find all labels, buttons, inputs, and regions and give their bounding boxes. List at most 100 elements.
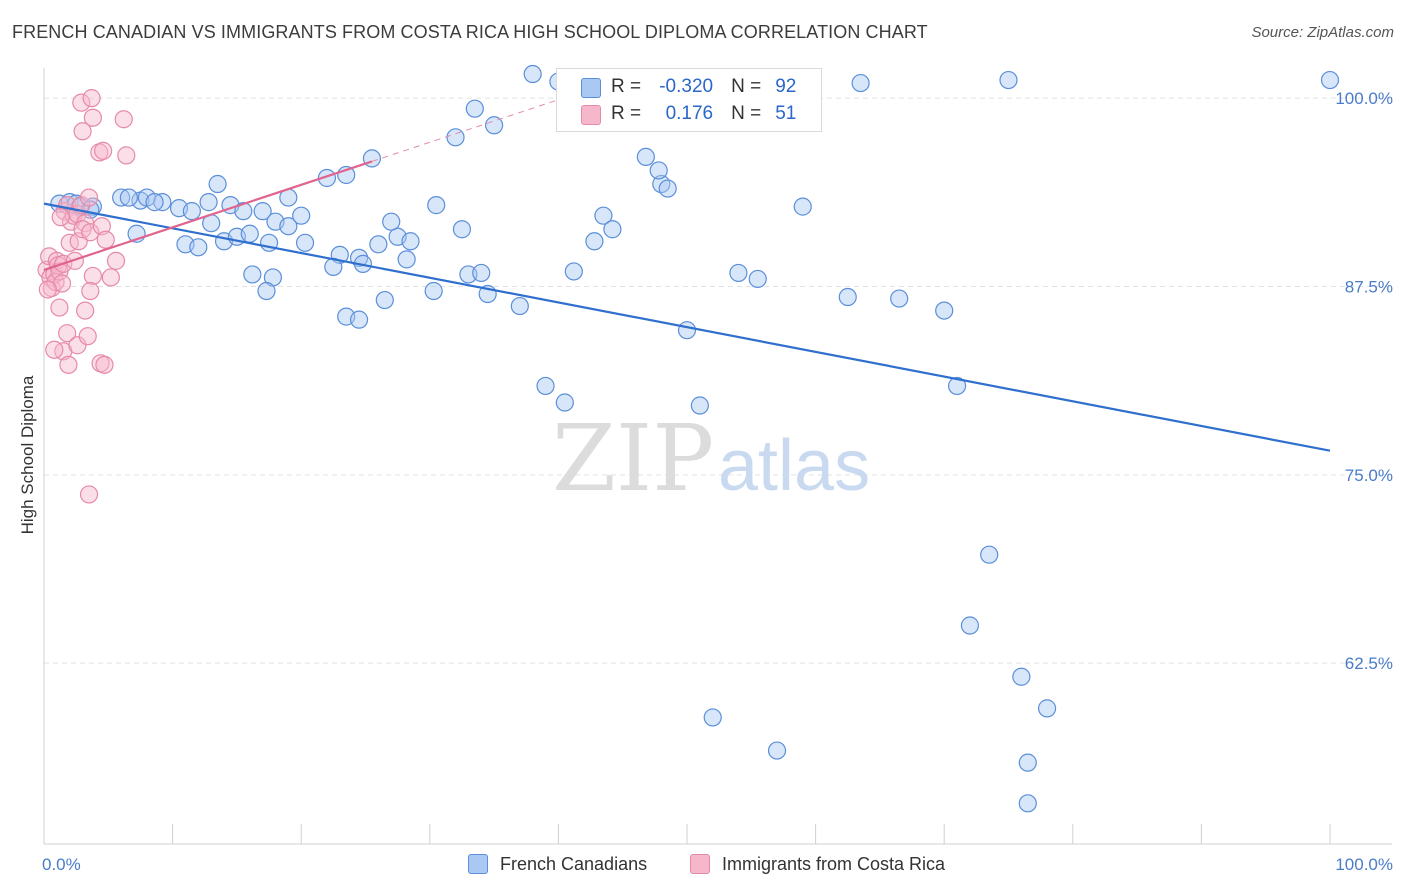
point-costa-rica: [92, 217, 111, 236]
point-french-canadians: [446, 128, 465, 147]
point-french-canadians: [564, 262, 583, 281]
point-costa-rica: [106, 251, 126, 270]
point-french-canadians: [145, 193, 164, 212]
point-costa-rica: [101, 268, 120, 287]
point-costa-rica: [38, 280, 57, 299]
point-french-canadians: [234, 202, 253, 221]
point-costa-rica: [59, 355, 78, 374]
point-french-canadians: [555, 393, 574, 412]
point-french-canadians: [523, 64, 542, 84]
data-points: [37, 64, 1340, 813]
point-costa-rica: [94, 141, 113, 160]
point-french-canadians: [636, 147, 655, 167]
point-french-canadians: [793, 197, 812, 216]
point-french-canadians: [603, 220, 622, 239]
point-french-canadians: [838, 287, 857, 307]
point-costa-rica: [81, 223, 100, 242]
x-tick-label-max: 100.0%: [1335, 855, 1393, 874]
legend-r-value: -0.320: [659, 76, 714, 97]
point-french-canadians: [485, 116, 504, 135]
point-french-canadians: [935, 301, 954, 320]
y-tick-label: 100.0%: [1335, 89, 1393, 108]
legend-swatch-pink: [581, 105, 601, 125]
legend-n-label: N =: [731, 76, 762, 97]
point-french-canadians: [960, 616, 980, 635]
point-french-canadians: [947, 376, 967, 396]
point-costa-rica: [72, 93, 91, 112]
point-costa-rica: [73, 122, 92, 141]
bottom-legend-label: French Canadians: [500, 853, 648, 874]
point-french-canadians: [472, 263, 491, 283]
point-french-canadians: [119, 188, 138, 207]
point-costa-rica: [50, 298, 69, 317]
legend-swatch-blue: [581, 78, 601, 98]
point-french-canadians: [1012, 667, 1031, 686]
bottom-legend-costa-rica: Immigrants from Costa Rica: [690, 852, 945, 876]
point-french-canadians: [690, 396, 709, 415]
legend-r-value: 0.176: [665, 103, 714, 124]
point-french-canadians: [401, 232, 420, 251]
point-french-canadians: [427, 196, 446, 215]
legend-row-french-canadians: R = -0.320 N = 92: [581, 73, 796, 101]
point-french-canadians: [452, 220, 472, 239]
point-french-canadians: [851, 73, 870, 93]
point-costa-rica: [51, 208, 70, 227]
trend-line-costa-rica: [43, 160, 373, 271]
point-costa-rica: [68, 336, 87, 355]
grid-lines: [44, 97, 1392, 664]
point-costa-rica: [82, 89, 101, 108]
point-french-canadians: [424, 281, 443, 301]
point-french-canadians: [257, 281, 276, 301]
point-french-canadians: [369, 235, 388, 254]
source-label: Source: ZipAtlas.com: [1251, 24, 1394, 41]
legend-r-label: R =: [611, 103, 642, 124]
point-costa-rica: [96, 230, 115, 249]
point-french-canadians: [658, 179, 677, 198]
bottom-legend-swatch-blue: [468, 854, 488, 874]
bottom-legend-label: Immigrants from Costa Rica: [722, 853, 946, 874]
point-french-canadians: [649, 161, 668, 180]
point-french-canadians: [375, 290, 394, 310]
point-french-canadians: [182, 202, 201, 221]
point-french-canadians: [292, 206, 311, 225]
legend-row-costa-rica: R = 0.176 N = 51: [581, 100, 796, 128]
legend-r-label: R =: [611, 76, 642, 97]
point-french-canadians: [1320, 70, 1340, 90]
point-french-canadians: [240, 224, 259, 243]
point-french-canadians: [295, 233, 315, 252]
watermark-zip: ZIP: [552, 405, 714, 512]
point-french-canadians: [594, 206, 613, 225]
chart-title: FRENCH CANADIAN VS IMMIGRANTS FROM COSTA…: [12, 22, 928, 42]
point-costa-rica: [83, 266, 102, 286]
point-costa-rica: [65, 251, 84, 270]
trend-lines: [43, 77, 1331, 452]
watermark-atlas: atlas: [718, 426, 870, 506]
point-costa-rica: [79, 485, 99, 504]
point-costa-rica: [81, 281, 100, 301]
point-costa-rica: [95, 355, 114, 374]
point-french-canadians: [199, 193, 218, 212]
point-french-canadians: [253, 202, 272, 221]
tick-labels: 100.0% 87.5% 75.0% 62.5% 0.0% 100.0%: [42, 89, 1393, 874]
point-costa-rica: [60, 233, 79, 252]
point-costa-rica: [78, 327, 97, 346]
watermark: ZIP atlas: [552, 405, 870, 512]
axes: [43, 68, 1392, 845]
point-french-canadians: [397, 250, 416, 269]
point-costa-rica: [114, 110, 133, 129]
point-french-canadians: [890, 289, 909, 308]
point-french-canadians: [536, 376, 555, 396]
point-costa-rica: [76, 301, 95, 320]
point-french-canadians: [208, 174, 227, 194]
point-costa-rica: [117, 146, 136, 165]
point-french-canadians: [153, 193, 172, 212]
point-french-canadians: [980, 545, 999, 564]
point-french-canadians: [748, 269, 767, 289]
point-french-canadians: [465, 99, 484, 118]
point-french-canadians: [729, 263, 748, 283]
point-french-canadians: [349, 310, 369, 329]
bottom-legend-french-canadians: French Canadians: [468, 852, 647, 876]
point-french-canadians: [1018, 794, 1037, 813]
point-french-canadians: [112, 188, 131, 207]
